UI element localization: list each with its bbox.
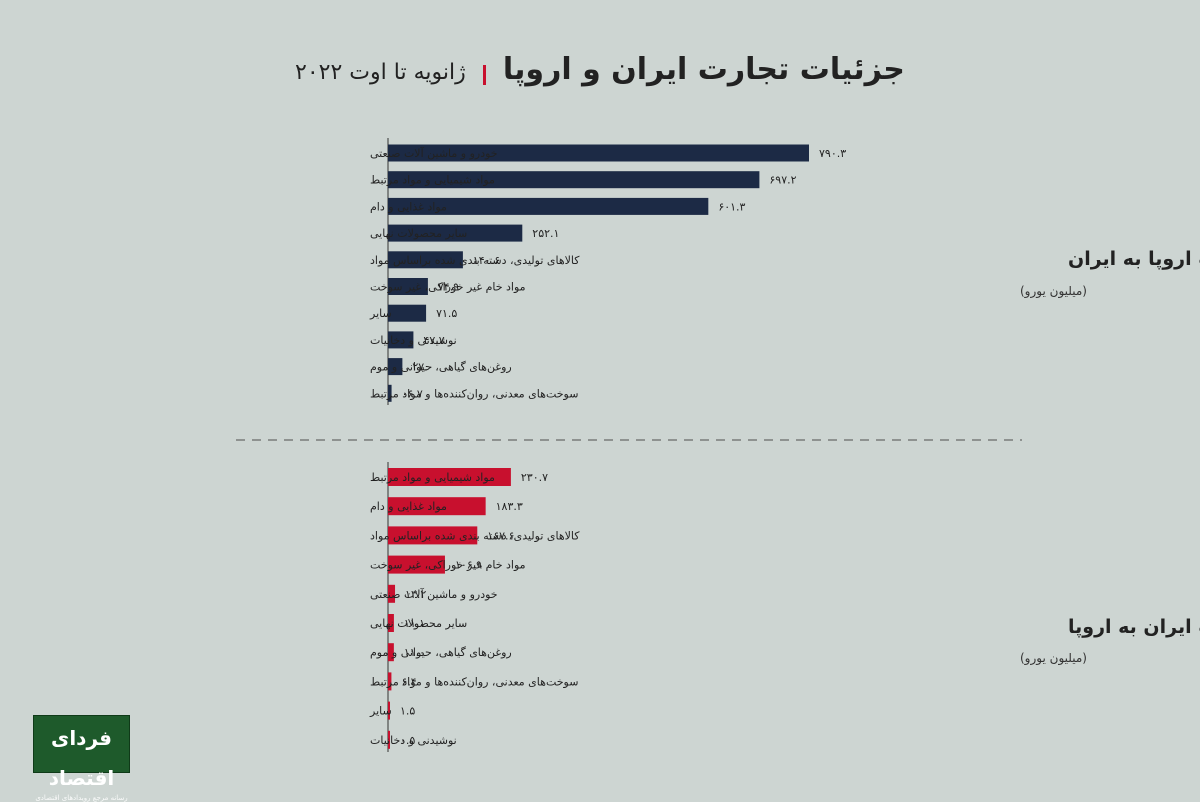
category-label: خودرو و ماشین آلات صنعتی bbox=[370, 146, 498, 160]
category-label: کالاهای تولیدی، دسته بندی شده براساس موا… bbox=[370, 529, 580, 542]
bar bbox=[388, 144, 809, 162]
logo-tagline: رسانه مرجع رویدادهای اقتصادی bbox=[35, 794, 128, 802]
value-label: ۰.۵ bbox=[400, 734, 415, 747]
bar bbox=[388, 384, 392, 402]
series-unit: (میلیون یورو) bbox=[1020, 284, 1087, 299]
category-label: خودرو و ماشین آلات صنعتی bbox=[370, 587, 498, 601]
value-label: ۶.۴ bbox=[401, 675, 416, 688]
logo-name: فردای اقتصاد bbox=[48, 726, 115, 790]
bar bbox=[388, 468, 511, 486]
page-subtitle: ژانویه تا اوت ۲۰۲۲ bbox=[295, 60, 466, 85]
category-label: سوخت‌های معدنی، روان‌کننده‌ها و مواد مرت… bbox=[370, 387, 578, 400]
bar bbox=[388, 701, 390, 720]
bar bbox=[388, 497, 486, 516]
category-label: مواد شیمیایی و مواد مرتبط bbox=[370, 471, 495, 484]
category-label: سایر bbox=[369, 705, 392, 718]
value-label: ۱۱.۰ bbox=[404, 646, 425, 659]
value-label: ۴۷.۷ bbox=[423, 334, 444, 347]
value-label: ۲۷.۰ bbox=[412, 361, 433, 374]
category-label: نوشیدنی و دخانیات bbox=[370, 734, 457, 747]
bar bbox=[388, 643, 394, 662]
bar bbox=[388, 171, 760, 189]
bar bbox=[388, 526, 478, 545]
category-label: مواد غذایی و دام bbox=[370, 200, 447, 213]
value-label: ۱۰۶.۹ bbox=[455, 559, 482, 572]
value-label: ۱۴۰.۶ bbox=[473, 254, 500, 267]
category-label: مواد شیمیایی و مواد مرتبط bbox=[370, 174, 495, 187]
category-label: نوشیدنی و دخانیات bbox=[370, 334, 457, 347]
value-label: ۷۱.۵ bbox=[436, 307, 457, 320]
category-label: سایر محصولات نهایی bbox=[370, 617, 467, 630]
bar bbox=[388, 304, 427, 322]
value-label: ۱۶۷.۶ bbox=[487, 529, 514, 542]
bar bbox=[388, 331, 414, 349]
category-label: کالاهای تولیدی، دسته بندی شده براساس موا… bbox=[370, 254, 580, 267]
chart-header: جزئیات تجارت ایران و اروپا ژانویه تا اوت… bbox=[0, 52, 1200, 87]
bar bbox=[388, 358, 403, 376]
bar bbox=[388, 224, 523, 242]
value-label: ۷۴.۹ bbox=[438, 281, 459, 294]
bar bbox=[388, 614, 394, 632]
value-label: ۱۱.۱ bbox=[404, 617, 425, 630]
bar bbox=[388, 555, 445, 574]
value-label: ۰۶.۷ bbox=[402, 387, 423, 400]
value-label: ۶۹۷.۲ bbox=[769, 174, 796, 187]
value-label: ۲۵۲.۱ bbox=[532, 227, 559, 240]
category-label: سایر bbox=[369, 307, 392, 320]
category-label: سوخت‌های معدنی، روان‌کننده‌ها و مواد مرت… bbox=[370, 675, 578, 688]
category-label: مواد خام غیر خوراکی، غیر سوخت bbox=[370, 281, 526, 294]
value-label: ۱۳.۲ bbox=[405, 588, 426, 601]
series-title: صادرات ایران به اروپا bbox=[1068, 616, 1200, 638]
value-label: ۱.۵ bbox=[400, 705, 415, 718]
bar bbox=[388, 584, 396, 603]
value-label: ۷۹۰.۳ bbox=[819, 147, 846, 160]
category-label: روغن‌های گیاهی، حیوانی و موم bbox=[370, 646, 512, 659]
page-title: جزئیات تجارت ایران و اروپا bbox=[502, 52, 905, 87]
series-unit: (میلیون یورو) bbox=[1020, 651, 1087, 666]
bar bbox=[388, 197, 709, 215]
title-separator bbox=[482, 64, 486, 85]
bar bbox=[388, 672, 392, 691]
category-label: روغن‌های گیاهی، حیوانی و موم bbox=[370, 361, 512, 374]
series-title: صادرات اروپا به ایران bbox=[1068, 248, 1200, 270]
value-label: ۶۰۱.۳ bbox=[718, 200, 745, 213]
bar bbox=[388, 251, 463, 269]
category-label: مواد خام غیر خوراکی، غیر سوخت bbox=[370, 559, 526, 572]
brand-logo: فردای اقتصاد رسانه مرجع رویدادهای اقتصاد… bbox=[33, 715, 130, 802]
bar bbox=[388, 278, 428, 295]
category-label: مواد غذایی و دام bbox=[370, 500, 447, 513]
category-label: سایر محصولات نهایی bbox=[370, 227, 467, 240]
bar bbox=[388, 730, 390, 749]
value-label: ۱۸۳.۳ bbox=[496, 500, 523, 513]
value-label: ۲۳۰.۷ bbox=[521, 471, 548, 484]
